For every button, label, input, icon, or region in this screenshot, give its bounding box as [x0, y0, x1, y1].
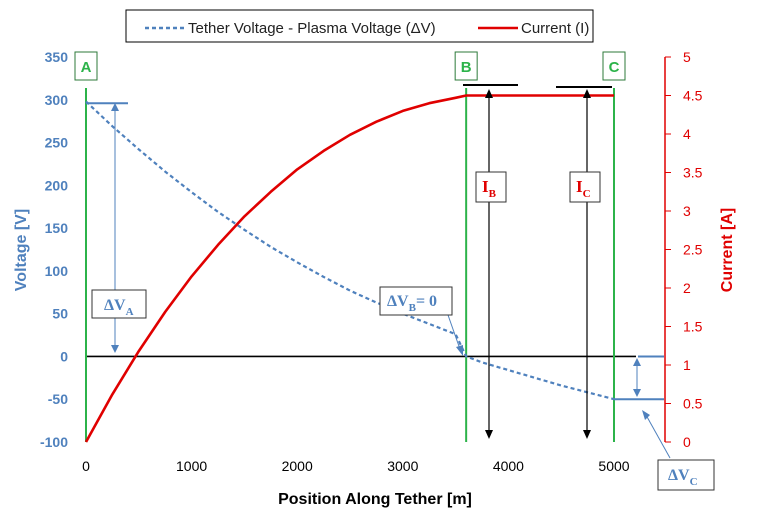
y-tick-label: 50	[52, 306, 68, 322]
y-tick-label: 150	[45, 220, 69, 236]
current-b-arrowhead-down	[485, 430, 493, 439]
y2-tick-label: 2	[683, 280, 691, 296]
y2-tick-label: 2.5	[683, 242, 703, 258]
annotation-delta-v-a: ΔVA	[91, 289, 147, 319]
y2-tick-label: 5	[683, 49, 691, 65]
x-tick-label: 1000	[176, 458, 207, 474]
x-tick-label: 5000	[598, 458, 629, 474]
annotation-delta-v-c-box	[657, 459, 715, 491]
y-tick-label: -50	[48, 391, 68, 407]
delta-v-b-pointer	[447, 314, 462, 353]
legend-label-voltage: Tether Voltage - Plasma Voltage (ΔV)	[188, 20, 436, 37]
annotation-current-b-box	[475, 171, 507, 203]
x-tick-label: 4000	[493, 458, 524, 474]
annotation-delta-v-b: ΔVB= 0	[379, 286, 453, 316]
current-c-arrowhead-up	[583, 89, 591, 98]
delta-v-b-pointer-head	[456, 345, 463, 356]
marker-label: B	[461, 59, 472, 76]
x-tick-label: 3000	[387, 458, 418, 474]
marker-box	[454, 51, 478, 81]
y2-tick-label: 3	[683, 203, 691, 219]
delta-v-a-arrowhead-up	[111, 103, 119, 111]
annotation-current-c-text: IC	[576, 177, 591, 200]
annotation-delta-v-a-text: ΔVA	[104, 297, 134, 318]
y2-tick-label: 1.5	[683, 319, 703, 335]
x-tick-label: 0	[82, 458, 90, 474]
y-tick-label: 250	[45, 135, 69, 151]
y-tick-label: 300	[45, 92, 69, 108]
legend-label-current: Current (I)	[521, 20, 589, 37]
annotation-delta-v-c: ΔVC	[657, 459, 715, 491]
legend: Tether Voltage - Plasma Voltage (ΔV) Cur…	[125, 9, 594, 43]
y-axis-title: Voltage [V]	[13, 209, 30, 291]
y2-axis-title: Current [A]	[719, 208, 736, 292]
annotation-current-b-text: IB	[482, 177, 497, 200]
delta-v-c-pointer	[645, 414, 671, 459]
y-tick-label: 0	[60, 348, 68, 364]
x-axis-title: Position Along Tether [m]	[278, 491, 472, 508]
y2-tick-label: 3.5	[683, 165, 703, 181]
marker-label: A	[81, 59, 92, 76]
series-line-voltage	[85, 100, 615, 401]
y2-tick-label: 0	[683, 434, 691, 450]
y-tick-label: 200	[45, 177, 69, 193]
delta-v-c-pointer-head	[642, 410, 650, 420]
y2-tick-label: 4	[683, 126, 691, 142]
annotation-delta-v-b-text: ΔVB= 0	[387, 293, 437, 314]
annotation-current-c-box	[569, 171, 601, 203]
y2-tick-label: 0.5	[683, 396, 703, 412]
annotation-delta-v-b-box	[379, 286, 453, 316]
y-tick-label: 100	[45, 263, 69, 279]
series-line-current	[84, 94, 614, 443]
legend-box	[125, 9, 594, 43]
x-tick-label: 2000	[282, 458, 313, 474]
marker-box	[74, 51, 98, 81]
delta-v-a-arrowhead-down	[111, 345, 119, 353]
current-b-arrowhead-up	[485, 89, 493, 98]
plot-area: -100-5005010015020025030035000.511.522.5…	[40, 49, 703, 474]
marker-box	[602, 51, 626, 81]
annotation-current-b: IB	[475, 171, 507, 203]
y2-tick-label: 4.5	[683, 88, 703, 104]
marker-label: C	[609, 59, 620, 76]
current-c-arrowhead-down	[583, 430, 591, 439]
y2-tick-label: 1	[683, 357, 691, 373]
y-tick-label: 350	[45, 49, 69, 65]
y-tick-label: -100	[40, 434, 68, 450]
delta-v-c-arrowhead-up	[633, 358, 641, 366]
annotation-delta-v-c-text: ΔVC	[668, 467, 698, 488]
delta-v-c-arrowhead-down	[633, 389, 641, 397]
annotation-current-c: IC	[569, 171, 601, 203]
annotation-delta-v-a-box	[91, 289, 147, 319]
